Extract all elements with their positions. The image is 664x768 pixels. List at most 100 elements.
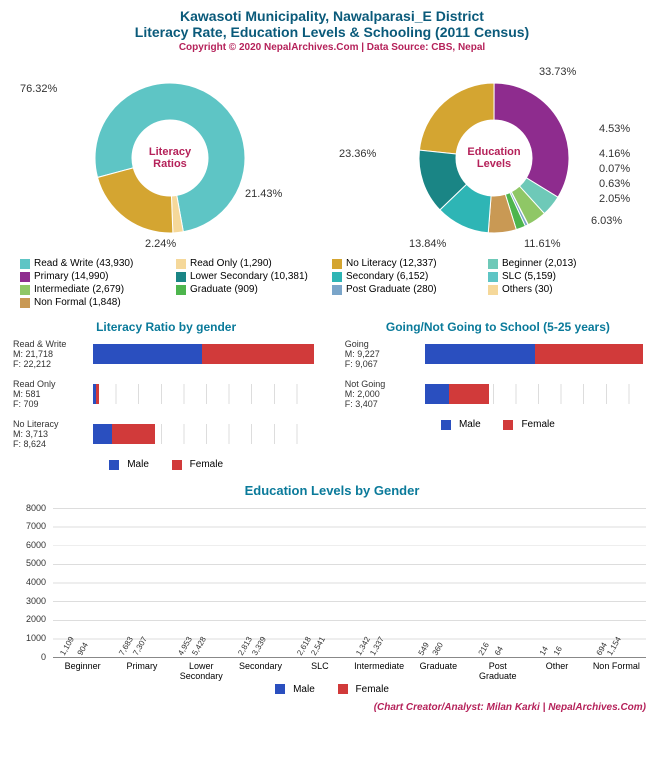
vbar-value: 549 (417, 640, 431, 656)
donut-charts-row: LiteracyRatios 76.32%2.24%21.43% Educati… (8, 63, 656, 253)
legend-item: No Literacy (12,337) (332, 258, 488, 269)
donut-pct-label: 33.73% (539, 66, 576, 78)
vbar-value: 216 (476, 640, 490, 656)
education-levels-by-gender-chart: Education Levels by Gender 0 1000 2000 3000… (8, 483, 656, 698)
legend-label: Read & Write (43,930) (34, 258, 133, 269)
hbar-category-label: Read & WriteM: 21,718F: 22,212 (13, 339, 93, 369)
legend-label: Secondary (6,152) (346, 271, 428, 282)
y-tick: 2000 (26, 614, 46, 624)
hbar-group: Read OnlyM: 581F: 709 (13, 379, 319, 409)
hbar-category-label: GoingM: 9,227F: 9,067 (345, 339, 425, 369)
x-label: SLC (293, 661, 346, 681)
main-legend: Read & Write (43,930) Read Only (1,290) No… (8, 258, 656, 310)
hbar-male-seg (93, 344, 202, 364)
hbar-group: Not GoingM: 2,000F: 3,407 (345, 379, 651, 409)
donut-pct-label: 6.03% (591, 215, 622, 227)
donut-slice (98, 168, 173, 233)
y-tick: 7000 (26, 521, 46, 531)
male-label-2: Male (459, 419, 481, 430)
credit-text: (Chart Creator/Analyst: Milan Karki | Ne… (8, 697, 656, 718)
y-tick: 3000 (26, 596, 46, 606)
legend-label: Lower Secondary (10,381) (190, 271, 308, 282)
x-label: Post Graduate (471, 661, 524, 681)
vbar-legend: Male Female (18, 684, 646, 698)
legend-label: No Literacy (12,337) (346, 258, 437, 269)
x-label: Other (530, 661, 583, 681)
vbar-value: 1,109 (58, 635, 76, 657)
legend-item: Non Formal (1,848) (20, 297, 176, 308)
y-tick: 6000 (26, 540, 46, 550)
hbar-female-seg (449, 384, 490, 404)
y-tick: 5000 (26, 558, 46, 568)
hbar-female-seg (535, 344, 643, 364)
y-tick: 8000 (26, 503, 46, 513)
hbar1-title: Literacy Ratio by gender (13, 320, 319, 334)
vbar-value: 904 (75, 640, 89, 656)
legend-label: Post Graduate (280) (346, 284, 437, 295)
hbar-group: Read & WriteM: 21,718F: 22,212 (13, 339, 319, 369)
hbar-male-seg (425, 344, 535, 364)
hbar2-title: Going/Not Going to School (5-25 years) (345, 320, 651, 334)
legend-item: Others (30) (488, 284, 644, 295)
vbar-value: 14 (538, 644, 550, 656)
female-label-2: Female (521, 419, 554, 430)
y-tick: 1000 (26, 633, 46, 643)
horizontal-bars-row: Literacy Ratio by gender Read & WriteM: … (8, 320, 656, 473)
vbar-value: 16 (552, 644, 564, 656)
vbar-value: 1,337 (368, 635, 386, 657)
x-label: Graduate (412, 661, 465, 681)
legend-label: Beginner (2,013) (502, 258, 577, 269)
x-label: Beginner (56, 661, 109, 681)
y-tick: 0 (41, 652, 46, 662)
hbar-male-seg (93, 424, 112, 444)
donut-slice (494, 83, 569, 197)
hbar-female-seg (96, 384, 100, 404)
donut2-center-label: EducationLevels (467, 146, 520, 170)
legend-swatch (488, 272, 498, 282)
legend-label: Primary (14,990) (34, 271, 108, 282)
y-tick: 4000 (26, 577, 46, 587)
legend-swatch (20, 298, 30, 308)
hbar2-legend: Male Female (345, 419, 651, 433)
male-label-3: Male (293, 684, 315, 695)
vbar-value: 1,154 (606, 635, 624, 657)
donut-pct-label: 11.61% (524, 238, 561, 250)
donut-pct-label: 0.63% (599, 178, 630, 190)
legend-swatch (488, 285, 498, 295)
legend-label: Graduate (909) (190, 284, 258, 295)
vbar-title: Education Levels by Gender (18, 483, 646, 498)
legend-swatch (176, 259, 186, 269)
donut-pct-label: 13.84% (409, 238, 446, 250)
legend-item: Graduate (909) (176, 284, 332, 295)
legend-swatch (20, 285, 30, 295)
hbar-group: GoingM: 9,227F: 9,067 (345, 339, 651, 369)
male-label: Male (127, 459, 149, 470)
legend-swatch (332, 285, 342, 295)
vbar-value: 5,428 (190, 635, 208, 657)
legend-swatch (176, 285, 186, 295)
donut-pct-label: 4.16% (599, 148, 630, 160)
vbar-value: 7,307 (131, 635, 149, 657)
legend-item: Read & Write (43,930) (20, 258, 176, 269)
legend-swatch (488, 259, 498, 269)
x-label: Secondary (234, 661, 287, 681)
hbar-category-label: Read OnlyM: 581F: 709 (13, 379, 93, 409)
donut-slice (419, 83, 494, 154)
hbar-female-seg (112, 424, 155, 444)
hbar-category-label: Not GoingM: 2,000F: 3,407 (345, 379, 425, 409)
legend-item: Lower Secondary (10,381) (176, 271, 332, 282)
donut1-center-label: LiteracyRatios (149, 146, 191, 170)
legend-swatch (332, 272, 342, 282)
donut-pct-label: 4.53% (599, 123, 630, 135)
schooling-chart: Going/Not Going to School (5-25 years) G… (345, 320, 651, 473)
female-label: Female (190, 459, 223, 470)
legend-label: Read Only (1,290) (190, 258, 272, 269)
x-label: Intermediate (352, 661, 405, 681)
literacy-ratios-donut: LiteracyRatios 76.32%2.24%21.43% (15, 63, 325, 253)
donut-pct-label: 0.07% (599, 163, 630, 175)
donut-pct-label: 76.32% (20, 83, 57, 95)
legend-item: Read Only (1,290) (176, 258, 332, 269)
donut-pct-label: 2.24% (145, 238, 176, 250)
legend-label: Intermediate (2,679) (34, 284, 124, 295)
hbar1-legend: Male Female (13, 459, 319, 473)
